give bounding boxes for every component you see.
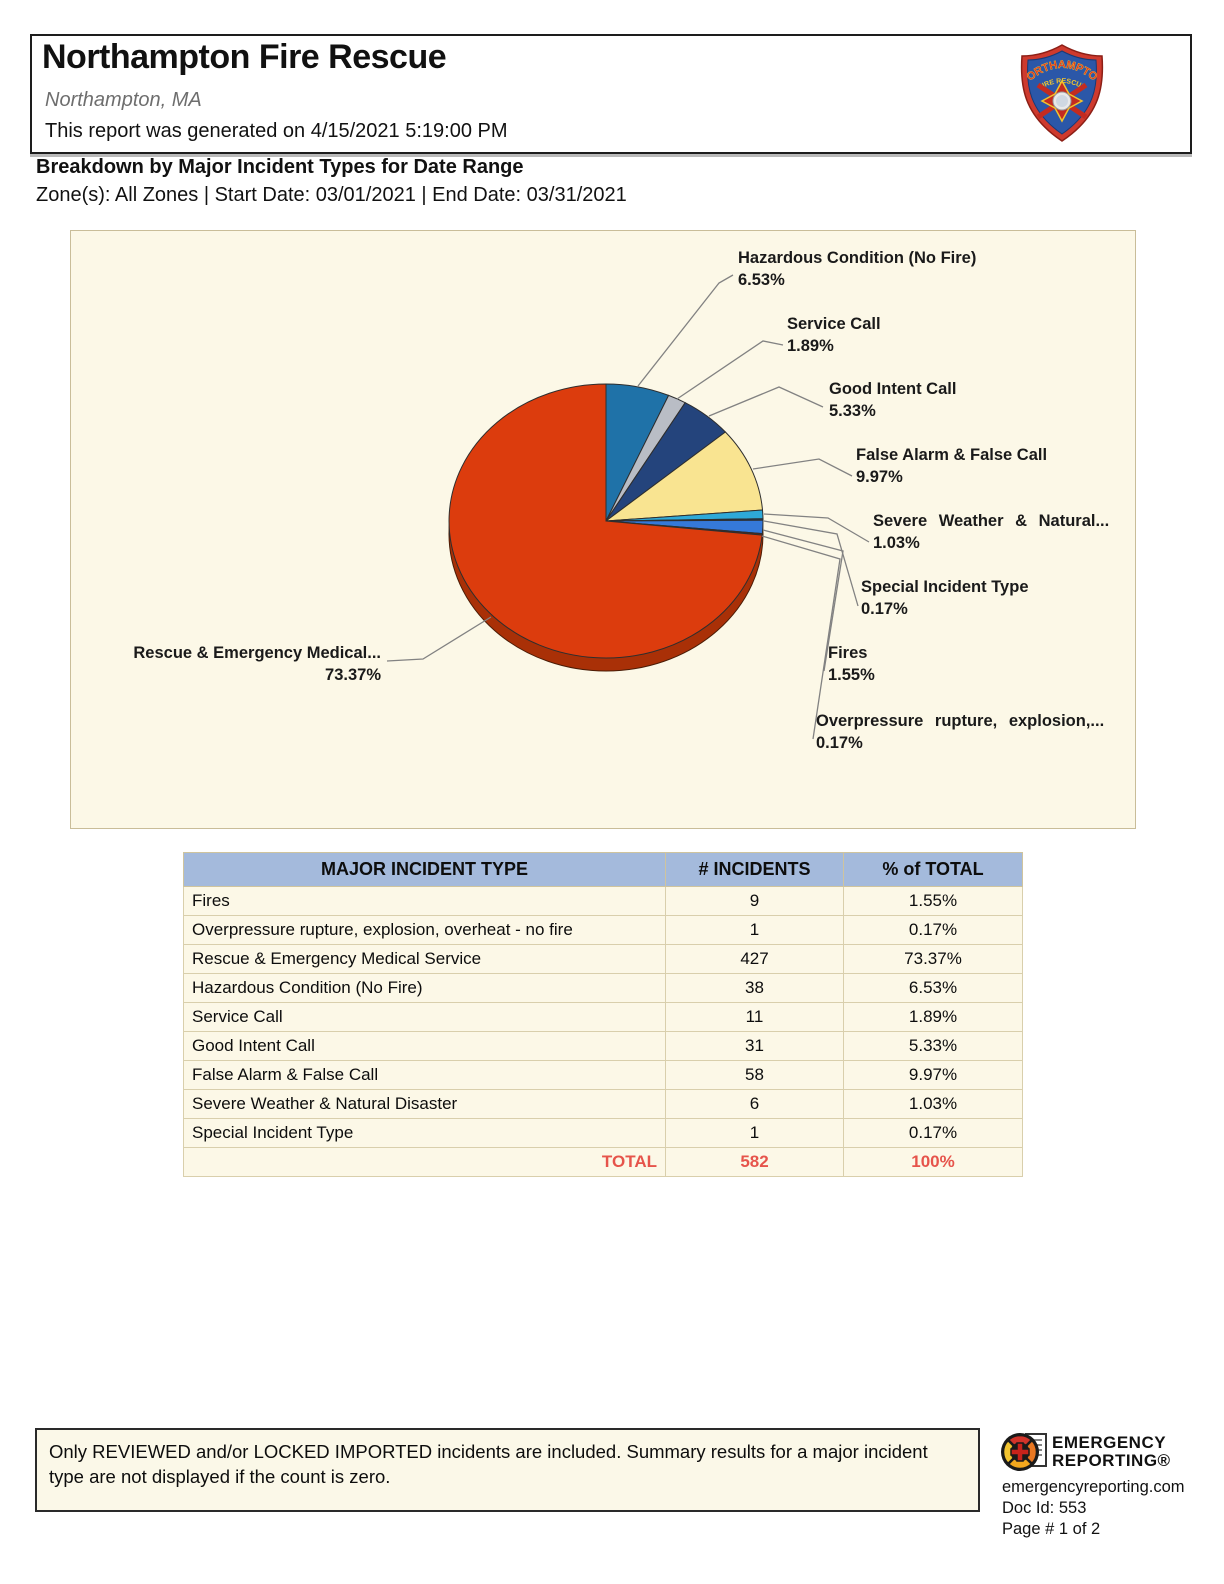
table-header-row: MAJOR INCIDENT TYPE # INCIDENTS % of TOT… [183, 852, 1023, 887]
header-box: Northampton Fire Rescue Northampton, MA … [30, 34, 1192, 154]
table-cell: Severe Weather & Natural Disaster [183, 1089, 666, 1119]
table-cell: 31 [665, 1031, 844, 1061]
callout-pct: 1.89% [787, 337, 834, 355]
pie-chart-panel: Hazardous Condition (No Fire) 6.53% Serv… [70, 230, 1136, 829]
leader-line-severe-weather [763, 513, 870, 543]
callout-pct: 5.33% [829, 402, 876, 420]
table-cell: 38 [665, 973, 844, 1003]
table-row: Service Call 11 1.89% [183, 1002, 1023, 1032]
callout-label: Fires [828, 644, 867, 662]
leader-line-overpressure [761, 535, 841, 740]
callout-pct: 6.53% [738, 271, 785, 289]
callout-pct: 1.55% [828, 666, 875, 684]
fire-department-badge-icon: NORTHAMPTON FIRE RESCUE [1016, 43, 1104, 142]
callout-label: Special Incident Type [861, 578, 1029, 596]
department-location: Northampton, MA [45, 89, 202, 111]
table-row: Severe Weather & Natural Disaster 6 1.03% [183, 1089, 1023, 1119]
page-number: Page # 1 of 2 [1002, 1520, 1101, 1538]
table-row: False Alarm & False Call 58 9.97% [183, 1060, 1023, 1090]
table-cell: Overpressure rupture, explosion, overhea… [183, 915, 666, 945]
callout-label: Severe Weather & Natural... [873, 512, 1109, 530]
table-cell: 58 [665, 1060, 844, 1090]
table-cell: Hazardous Condition (No Fire) [183, 973, 666, 1003]
leader-line-rescue-ems [386, 616, 492, 662]
callout-pct: 73.37% [325, 666, 381, 684]
table-cell: Fires [183, 886, 666, 916]
leader-line-service [676, 340, 784, 400]
column-header-incidents: # INCIDENTS [665, 852, 844, 887]
report-note: Only REVIEWED and/or LOCKED IMPORTED inc… [35, 1428, 980, 1512]
total-label: TOTAL [183, 1147, 666, 1177]
department-title: Northampton Fire Rescue [42, 38, 447, 76]
svg-text:EMERGENCY: EMERGENCY [1052, 1433, 1166, 1452]
table-cell: 6.53% [843, 973, 1023, 1003]
callout-label: Overpressure rupture, explosion,... [816, 712, 1104, 730]
table-cell: 0.17% [843, 915, 1023, 945]
table-row: Fires 9 1.55% [183, 886, 1023, 916]
table-cell: 6 [665, 1089, 844, 1119]
leader-line-good-intent [708, 386, 824, 417]
pie-slice-false-alarm [604, 431, 764, 522]
svg-text:REPORTING®: REPORTING® [1052, 1451, 1170, 1470]
leader-line-fires [762, 529, 844, 672]
doc-id: Doc Id: 553 [1002, 1499, 1087, 1517]
pie-slice-rescue-ems [448, 383, 763, 659]
report-filters: Zone(s): All Zones | Start Date: 03/01/2… [36, 184, 627, 206]
callout-label: False Alarm & False Call [856, 446, 1047, 464]
table-row: Rescue & Emergency Medical Service 427 73.… [183, 944, 1023, 974]
table-cell: Service Call [183, 1002, 666, 1032]
table-cell: 1.55% [843, 886, 1023, 916]
table-cell: Good Intent Call [183, 1031, 666, 1061]
callout-label: Rescue & Emergency Medical... [133, 644, 381, 662]
table-cell: 9 [665, 886, 844, 916]
total-incidents: 582 [665, 1147, 844, 1177]
table-row: Hazardous Condition (No Fire) 38 6.53% [183, 973, 1023, 1003]
leader-line-hazardous [637, 274, 734, 387]
vendor-website: emergencyreporting.com [1002, 1478, 1185, 1496]
report-title: Breakdown by Major Incident Types for Da… [36, 156, 524, 178]
column-header-incident-type: MAJOR INCIDENT TYPE [183, 852, 666, 887]
table-cell: 1.03% [843, 1089, 1023, 1119]
table-cell: 0.17% [843, 1118, 1023, 1148]
table-cell: False Alarm & False Call [183, 1060, 666, 1090]
leader-line-false-alarm [752, 458, 853, 477]
total-pct: 100% [843, 1147, 1023, 1177]
callout-label: Good Intent Call [829, 380, 956, 398]
incident-summary-table: MAJOR INCIDENT TYPE # INCIDENTS % of TOT… [183, 852, 1023, 1177]
callout-pct: 9.97% [856, 468, 903, 486]
callout-label: Hazardous Condition (No Fire) [738, 249, 976, 267]
emergency-reporting-logo: EMERGENCY REPORTING® [1001, 1433, 1170, 1471]
callout-pct: 1.03% [873, 534, 920, 552]
callout-pct: 0.17% [816, 734, 863, 752]
table-cell: Special Incident Type [183, 1118, 666, 1148]
table-total-row: TOTAL 582 100% [183, 1147, 1023, 1177]
table-cell: 1.89% [843, 1002, 1023, 1032]
table-cell: 9.97% [843, 1060, 1023, 1090]
incident-table-body: Fires 9 1.55% Overpressure rupture, explosi… [183, 886, 1023, 1148]
table-cell: Rescue & Emergency Medical Service [183, 944, 666, 974]
callout-pct: 0.17% [861, 600, 908, 618]
table-row: Good Intent Call 31 5.33% [183, 1031, 1023, 1061]
table-cell: 5.33% [843, 1031, 1023, 1061]
table-cell: 1 [665, 915, 844, 945]
table-cell: 1 [665, 1118, 844, 1148]
table-row: Special Incident Type 1 0.17% [183, 1118, 1023, 1148]
incident-pie-chart: Hazardous Condition (No Fire) 6.53% Serv… [133, 249, 1109, 752]
column-header-pct-total: % of TOTAL [843, 852, 1023, 887]
table-cell: 11 [665, 1002, 844, 1032]
table-cell: 73.37% [843, 944, 1023, 974]
table-cell: 427 [665, 944, 844, 974]
table-row: Overpressure rupture, explosion, overhea… [183, 915, 1023, 945]
generated-timestamp: This report was generated on 4/15/2021 5… [45, 120, 508, 142]
leader-line-special-incident [763, 520, 859, 607]
callout-label: Service Call [787, 315, 881, 333]
